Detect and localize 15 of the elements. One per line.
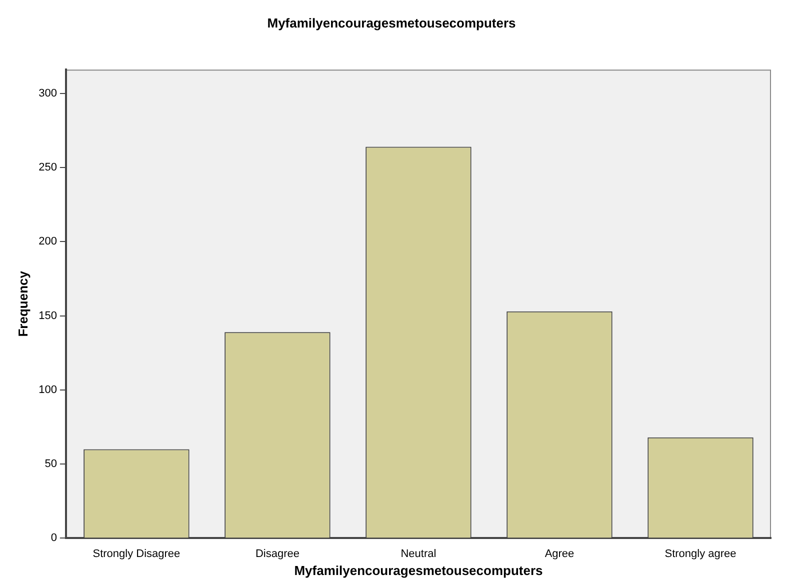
x-tick-label: Disagree (255, 548, 300, 560)
x-axis-title: Myfamilyencouragesmetousecomputers (294, 562, 543, 578)
y-tick-label: 0 (50, 532, 57, 544)
x-tick-label: Neutral (400, 548, 436, 560)
x-tick-label: Strongly Disagree (92, 548, 180, 560)
y-tick-label: 150 (38, 310, 57, 322)
x-tick-label: Agree (544, 548, 574, 560)
x-tick-label: Strongly agree (664, 548, 736, 560)
y-tick-label: 100 (38, 384, 57, 396)
y-axis-title: Frequency (15, 270, 30, 337)
y-tick-label: 200 (38, 236, 57, 248)
y-tick-label: 50 (44, 458, 57, 470)
y-tick-label: 250 (38, 162, 57, 174)
chart-title: Myfamilyencouragesmetousecomputers (267, 15, 516, 30)
y-tick-label: 300 (38, 87, 57, 100)
